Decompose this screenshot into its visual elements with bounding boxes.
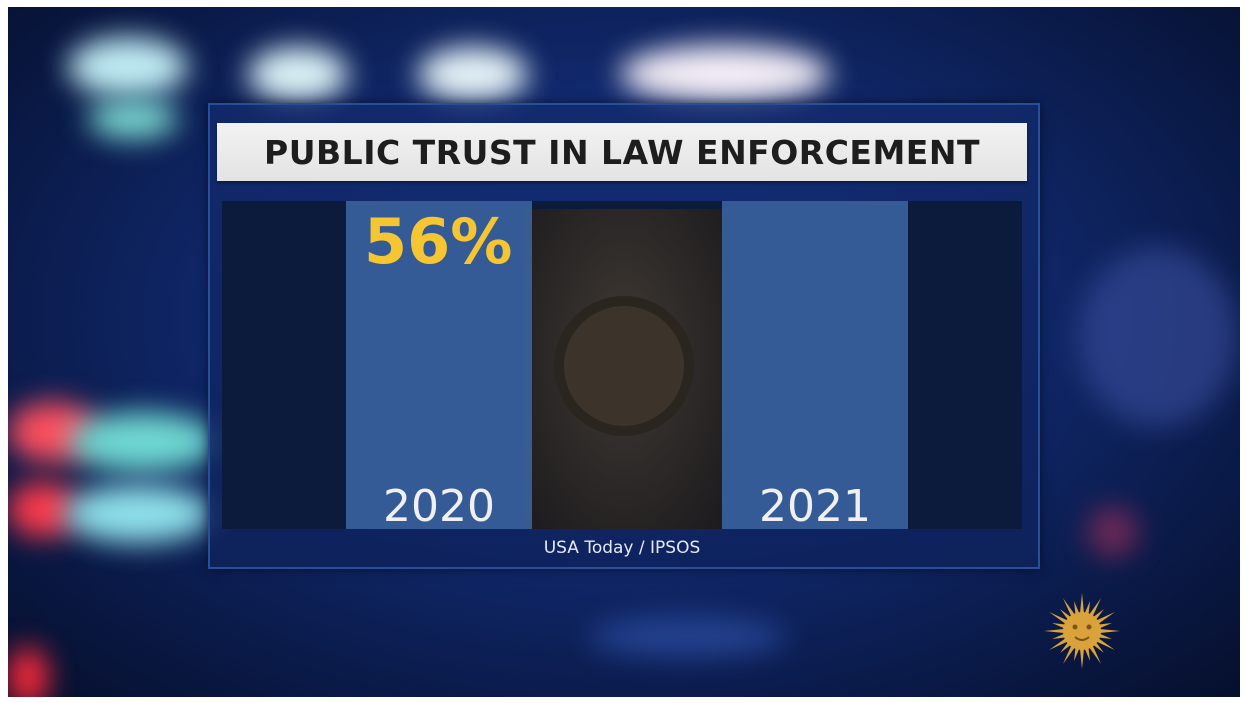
bar-2020 [346,201,532,529]
sun-ray [1089,645,1101,664]
light-blob [88,99,178,139]
light-blob [8,647,48,697]
sun-ray [1049,638,1068,650]
sun-ray [1093,609,1104,620]
badge-ring [554,296,694,436]
sun-ray [1089,598,1101,617]
category-label-2021: 2021 [759,481,871,529]
light-blob [248,47,348,102]
sun-face [1063,612,1101,650]
bar-chart: 56%202069%2021 [346,201,908,529]
light-blob [418,47,528,102]
sun-ray [1099,629,1120,633]
sun-ray [1052,633,1066,640]
sun-ray [1063,645,1075,664]
light-blob [63,485,213,543]
sun-ray [1096,612,1115,624]
sun-ray [1060,642,1071,653]
sun-mouth [1074,636,1090,641]
sun-ray [1073,647,1080,661]
light-blob [68,412,218,472]
category-label-2020: 2020 [383,481,495,529]
light-blob [1088,507,1138,557]
light-blob [68,37,188,97]
sun-ray [1093,642,1104,653]
title-bar: PUBLIC TRUST IN LAW ENFORCEMENT [217,123,1027,181]
sun-ray [1049,612,1068,624]
value-label-2020: 56% [364,205,512,278]
sun-ray [1063,598,1075,617]
sun-ray [1084,647,1091,661]
sun-ray [1096,638,1115,650]
sun-eye [1072,624,1078,630]
sun-ray [1084,601,1091,615]
sun-ray [1098,633,1112,640]
sun-ray [1060,609,1071,620]
source-label: USA Today / IPSOS [543,538,701,558]
sun-ray [1052,622,1066,629]
chart-title: PUBLIC TRUST IN LAW ENFORCEMENT [264,132,980,172]
plot-area: 56%202069%2021 [222,201,1022,529]
bar-2021 [722,201,908,529]
light-blob [1078,247,1238,427]
sun-ray [1044,629,1065,633]
sun-ray [1080,648,1084,669]
sun-ray [1080,593,1084,614]
light-blob [620,45,830,103]
sun-eye-logo-icon [1044,593,1120,669]
sun-ray [1098,622,1112,629]
sun-ray [1073,601,1080,615]
light-blob [588,617,788,657]
sun-eye [1086,624,1092,630]
